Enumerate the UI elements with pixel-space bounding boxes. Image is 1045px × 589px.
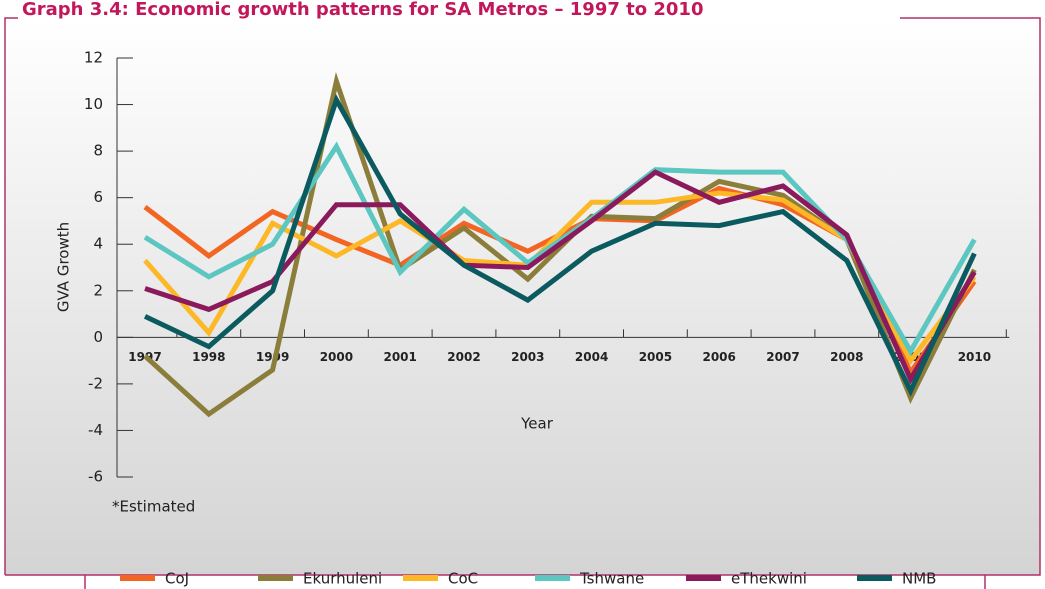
x-tick-label: 2003	[511, 350, 544, 364]
x-tick-label: 1999	[256, 350, 289, 364]
x-tick-label: 2007	[766, 350, 799, 364]
frame	[4, 17, 1041, 576]
x-tick-label: 2006	[702, 350, 735, 364]
legend-label: eThekwini	[731, 570, 807, 588]
x-tick-label: 2002	[447, 350, 480, 364]
legend-label: NMB	[902, 570, 936, 588]
y-tick-label: 0	[93, 328, 103, 346]
legend-label: CoJ	[165, 570, 189, 588]
y-axis-label: GVA Growth	[55, 222, 73, 312]
x-tick-label: 2005	[639, 350, 672, 364]
y-tick-label: -6	[88, 468, 103, 486]
legend-label: Tshwane	[579, 570, 644, 588]
y-tick-label: -2	[88, 374, 103, 392]
series-line	[144, 169, 977, 385]
x-tick-label: 2001	[383, 350, 416, 364]
legend-label: CoC	[448, 570, 478, 588]
y-tick-label: -4	[88, 421, 103, 439]
x-tick-label: 2004	[575, 350, 608, 364]
note: *Estimated	[112, 498, 195, 516]
chart-title: Graph 3.4: Economic growth patterns for …	[22, 0, 703, 20]
legend-label: Ekurhuleni	[303, 570, 382, 588]
y-tick-label: 10	[84, 95, 103, 113]
y-tick-label: 2	[93, 281, 103, 299]
x-axis-label: Year	[520, 415, 554, 433]
y-tick-label: 6	[93, 188, 103, 206]
x-tick-label: 1998	[192, 350, 225, 364]
y-tick-label: 8	[93, 142, 103, 160]
y-tick-label: 12	[84, 49, 103, 67]
series-line	[143, 93, 977, 397]
y-tick-label: 4	[93, 235, 103, 253]
x-tick-label: 2010	[958, 350, 991, 364]
x-tick-label: 2000	[320, 350, 353, 364]
x-tick-label: 2008	[830, 350, 863, 364]
